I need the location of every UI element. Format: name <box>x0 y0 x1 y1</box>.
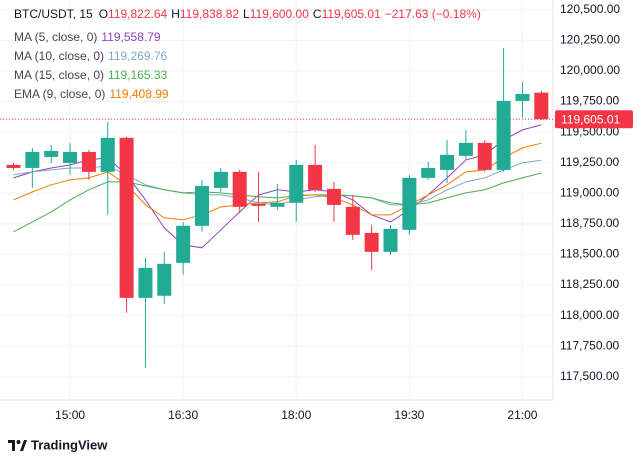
x-tick-label: 18:00 <box>281 408 311 422</box>
symbol-title: BTC/USDT, 15 <box>14 7 93 21</box>
candle-body <box>119 137 134 298</box>
candle-body <box>421 167 436 178</box>
y-tick-label: 120,000.00 <box>560 63 620 77</box>
candle-body <box>289 164 304 203</box>
candle-body <box>270 202 285 207</box>
ohlc-key: L <box>243 7 250 21</box>
x-tick-label: 21:00 <box>507 408 537 422</box>
candle-body <box>458 142 473 156</box>
ohlc-value: 119,822.64 <box>108 7 168 21</box>
candle-body <box>326 188 341 205</box>
y-tick-label: 119,000.00 <box>560 185 619 199</box>
x-tick-label: 15:00 <box>55 408 85 422</box>
candle-body <box>176 225 191 263</box>
candle-body <box>195 185 209 226</box>
x-tick-label: 19:30 <box>394 408 424 422</box>
ohlc-value: 119,838.82 <box>179 7 240 21</box>
candle-body <box>383 228 398 252</box>
y-tick-label: 119,750.00 <box>560 94 619 108</box>
brand: TradingView <box>31 437 108 452</box>
candle-body <box>364 232 379 252</box>
candle-body <box>232 171 247 207</box>
grid <box>0 0 553 400</box>
y-tick-label: 118,250.00 <box>560 277 619 291</box>
candle-body <box>100 137 115 172</box>
indicator-value: 119,269.76 <box>108 49 168 63</box>
last-price-label: 119,605.01 <box>561 112 620 126</box>
ohlc-legend: BTC/USDT, 15 O119,822.64 H119,838.82 L119,6… <box>14 7 485 21</box>
candle-body <box>157 263 172 296</box>
indicator-legend-row: EMA (9, close, 0) 119,408.99 <box>14 87 173 101</box>
candle-body <box>63 151 78 163</box>
indicator-name: MA (15, close, 0) <box>14 68 105 82</box>
indicator-legend-row: MA (5, close, 0) 119,558.79 <box>14 30 165 44</box>
indicator-name: MA (10, close, 0) <box>14 49 105 63</box>
candle-body <box>534 92 549 120</box>
y-tick-label: 117,500.00 <box>560 369 619 383</box>
y-tick-label: 118,500.00 <box>560 247 619 261</box>
indicator-value: 119,408.99 <box>109 87 169 101</box>
y-tick-label: 120,250.00 <box>560 33 620 47</box>
indicator-legend-row: MA (10, close, 0) 119,269.76 <box>14 49 171 63</box>
y-tick-label: 118,750.00 <box>560 216 619 230</box>
ohlc-key: C <box>312 7 322 21</box>
indicator-name: MA (5, close, 0) <box>14 30 98 44</box>
candle-body <box>515 93 530 101</box>
candle-body <box>251 203 266 206</box>
y-tick-label: 120,500.00 <box>560 2 620 16</box>
indicator-name: EMA (9, close, 0) <box>14 87 106 101</box>
candle-body <box>138 267 153 298</box>
indicator-value: 119,558.79 <box>101 30 161 44</box>
candle-body <box>213 171 228 188</box>
candle-body <box>345 206 360 235</box>
ohlc-value: 119,605.01 <box>321 7 381 21</box>
candle-body <box>496 100 511 170</box>
x-tick-label: 16:30 <box>168 408 198 422</box>
tradingview-logo <box>8 440 27 451</box>
indicator-legend-row: MA (15, close, 0) 119,165.33 <box>14 68 171 82</box>
candle-body <box>308 164 323 190</box>
candle-body <box>81 151 96 172</box>
indicator-value: 119,165.33 <box>108 68 168 82</box>
candle-body <box>477 142 492 170</box>
candle-body <box>402 177 417 230</box>
last-price-tag <box>555 110 633 129</box>
ohlc-key: H <box>171 7 180 21</box>
candle-body <box>6 164 21 168</box>
price-change: −217.63 (−0.18%) <box>384 7 481 21</box>
candle-body <box>25 151 40 168</box>
candle-body <box>44 150 59 157</box>
ohlc-key: O <box>98 7 109 21</box>
y-tick-label: 117,750.00 <box>560 338 619 352</box>
candle-body <box>440 154 455 170</box>
y-tick-label: 118,000.00 <box>560 308 619 322</box>
ohlc-value: 119,600.00 <box>249 7 309 21</box>
y-tick-label: 119,250.00 <box>560 155 619 169</box>
